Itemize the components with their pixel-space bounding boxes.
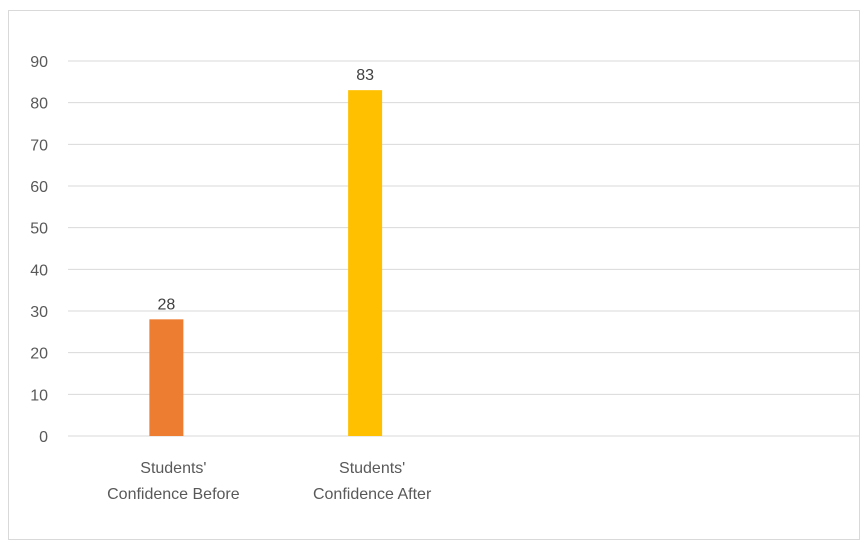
chart-frame	[8, 10, 860, 540]
y-tick-label: 50	[30, 221, 48, 238]
y-tick-label: 0	[39, 429, 48, 446]
x-category-label: Confidence Before	[107, 486, 240, 503]
data-label: 83	[356, 67, 374, 84]
y-tick-label: 60	[30, 179, 48, 196]
bar	[348, 90, 383, 437]
x-category-label: Confidence After	[313, 486, 432, 503]
x-category-label: Students'	[339, 460, 405, 477]
y-axis-ticks: 0 10 20 30 40 50 60 70 80 90	[30, 54, 48, 446]
y-tick-label: 70	[30, 137, 48, 154]
x-category-label: Students'	[140, 460, 206, 477]
gridlines	[68, 60, 859, 437]
bars	[149, 90, 383, 437]
y-tick-label: 90	[30, 54, 48, 71]
data-labels: 28 83	[157, 67, 374, 313]
y-tick-label: 40	[30, 262, 48, 279]
y-tick-label: 30	[30, 304, 48, 321]
y-tick-label: 10	[30, 387, 48, 404]
data-label: 28	[157, 296, 175, 313]
y-tick-label: 20	[30, 346, 48, 363]
bar	[149, 319, 184, 436]
category-labels: Students' Confidence Before Students' Confi…	[107, 460, 432, 503]
y-tick-label: 80	[30, 96, 48, 113]
